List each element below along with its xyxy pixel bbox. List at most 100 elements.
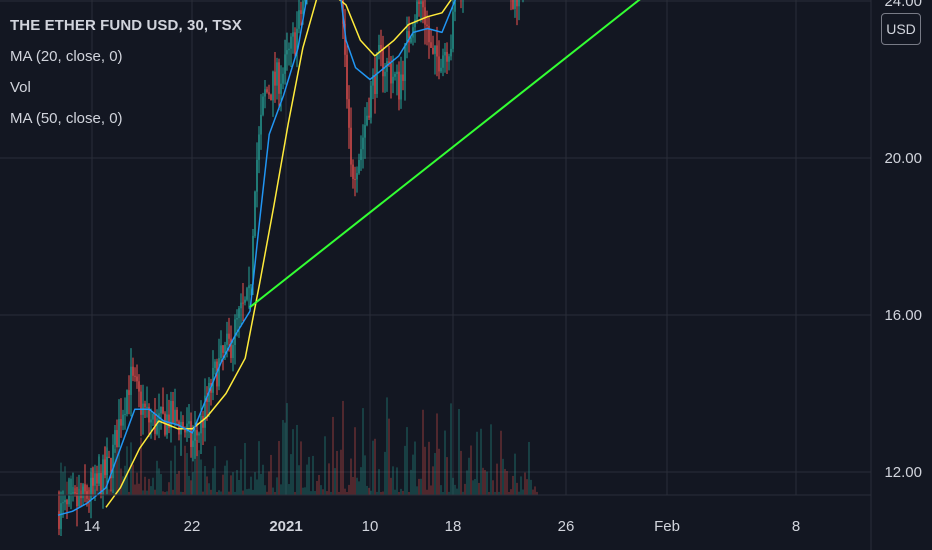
candle-body <box>402 74 404 81</box>
volume-bar <box>350 458 352 495</box>
symbol-title[interactable]: THE ETHER FUND USD, 30, TSX <box>10 17 242 34</box>
candle-body <box>516 0 518 7</box>
candle-body <box>398 71 400 100</box>
trendline-support[interactable] <box>249 0 807 308</box>
moving-average-lines <box>57 0 538 516</box>
candle-body <box>80 493 82 499</box>
volume-bar <box>482 467 484 495</box>
currency-button[interactable]: USD <box>881 13 921 45</box>
volume-bar <box>506 470 508 495</box>
candle-body <box>262 96 264 115</box>
volume-bar <box>370 490 372 495</box>
candle-body <box>214 361 216 368</box>
candle-body <box>380 45 382 50</box>
volume-bar <box>262 464 264 495</box>
candle-body <box>200 416 202 434</box>
volume-bar <box>232 472 234 495</box>
volume-bar <box>338 491 340 495</box>
volume-bar <box>382 491 384 495</box>
volume-bar <box>496 463 498 495</box>
volume-bar <box>256 479 258 495</box>
candle-body <box>226 333 228 345</box>
volume-bar <box>418 478 420 495</box>
volume-bar <box>424 446 426 495</box>
volume-bar <box>402 490 404 495</box>
volume-bar <box>432 466 434 495</box>
volume-bar <box>244 443 246 495</box>
candle-body <box>344 23 346 55</box>
volume-bar <box>398 491 400 495</box>
volume-bar <box>486 471 488 495</box>
candle-body <box>78 493 80 507</box>
volume-bar <box>452 477 454 495</box>
volume-bars <box>58 397 538 495</box>
candle-body <box>158 413 160 419</box>
candle-body <box>140 391 142 415</box>
volume-bar <box>444 430 446 495</box>
candle-body <box>224 344 226 353</box>
volume-bar <box>346 491 348 495</box>
volume-bar <box>524 472 526 495</box>
volume-bar <box>528 441 530 495</box>
candle-body <box>170 401 172 428</box>
candle-body <box>254 191 256 236</box>
volume-bar <box>464 483 466 495</box>
volume-bar <box>534 486 536 495</box>
volume-bar <box>456 488 458 495</box>
volume-bar <box>124 465 126 495</box>
candle-body <box>218 358 220 387</box>
candle-body <box>236 317 238 320</box>
volume-bar <box>216 491 218 495</box>
time-tick-label: 2021 <box>269 518 302 535</box>
volume-bar <box>308 456 310 495</box>
volume-bar <box>108 489 110 495</box>
candle-body <box>512 0 514 9</box>
volume-bar <box>66 481 68 495</box>
volume-bar <box>532 489 534 495</box>
volume-bar <box>318 474 320 495</box>
volume-bar <box>470 445 472 495</box>
volume-bar <box>278 440 280 495</box>
candle-body <box>156 418 158 434</box>
candle-body <box>98 473 100 484</box>
candle-body <box>360 149 362 161</box>
volume-bar <box>246 489 248 495</box>
ma50-indicator-label[interactable]: MA (50, close, 0) <box>10 110 123 127</box>
candle-body <box>118 419 120 448</box>
volume-bar <box>420 478 422 495</box>
volume-bar <box>208 483 210 495</box>
volume-bar <box>310 491 312 495</box>
volume-bar <box>60 462 62 495</box>
volume-bar <box>156 460 158 495</box>
volume-bar <box>480 428 482 495</box>
volume-bar <box>306 464 308 495</box>
candle-body <box>452 11 454 49</box>
candle-body <box>514 0 516 9</box>
volume-bar <box>336 450 338 495</box>
ma20-line[interactable] <box>57 0 538 516</box>
volume-bar <box>416 486 418 495</box>
candle-body <box>374 74 376 94</box>
volume-bar <box>222 474 224 495</box>
volume-bar <box>134 484 136 495</box>
volume-bar <box>526 479 528 495</box>
candle-body <box>274 71 276 86</box>
volume-indicator-label[interactable]: Vol <box>10 79 31 96</box>
volume-bar <box>198 450 200 495</box>
candle-body <box>188 421 190 424</box>
volume-bar <box>188 475 190 495</box>
volume-bar <box>174 445 176 495</box>
volume-bar <box>286 403 288 495</box>
volume-bar <box>454 484 456 495</box>
candle-body <box>410 37 412 43</box>
volume-bar <box>298 465 300 495</box>
ma20-indicator-label[interactable]: MA (20, close, 0) <box>10 48 123 65</box>
time-tick-label: 22 <box>184 518 201 535</box>
volume-bar <box>236 469 238 495</box>
candle-body <box>450 48 452 57</box>
volume-bar <box>494 491 496 495</box>
candle-body <box>416 1 418 20</box>
time-tick-label: 26 <box>558 518 575 535</box>
volume-bar <box>114 448 116 495</box>
